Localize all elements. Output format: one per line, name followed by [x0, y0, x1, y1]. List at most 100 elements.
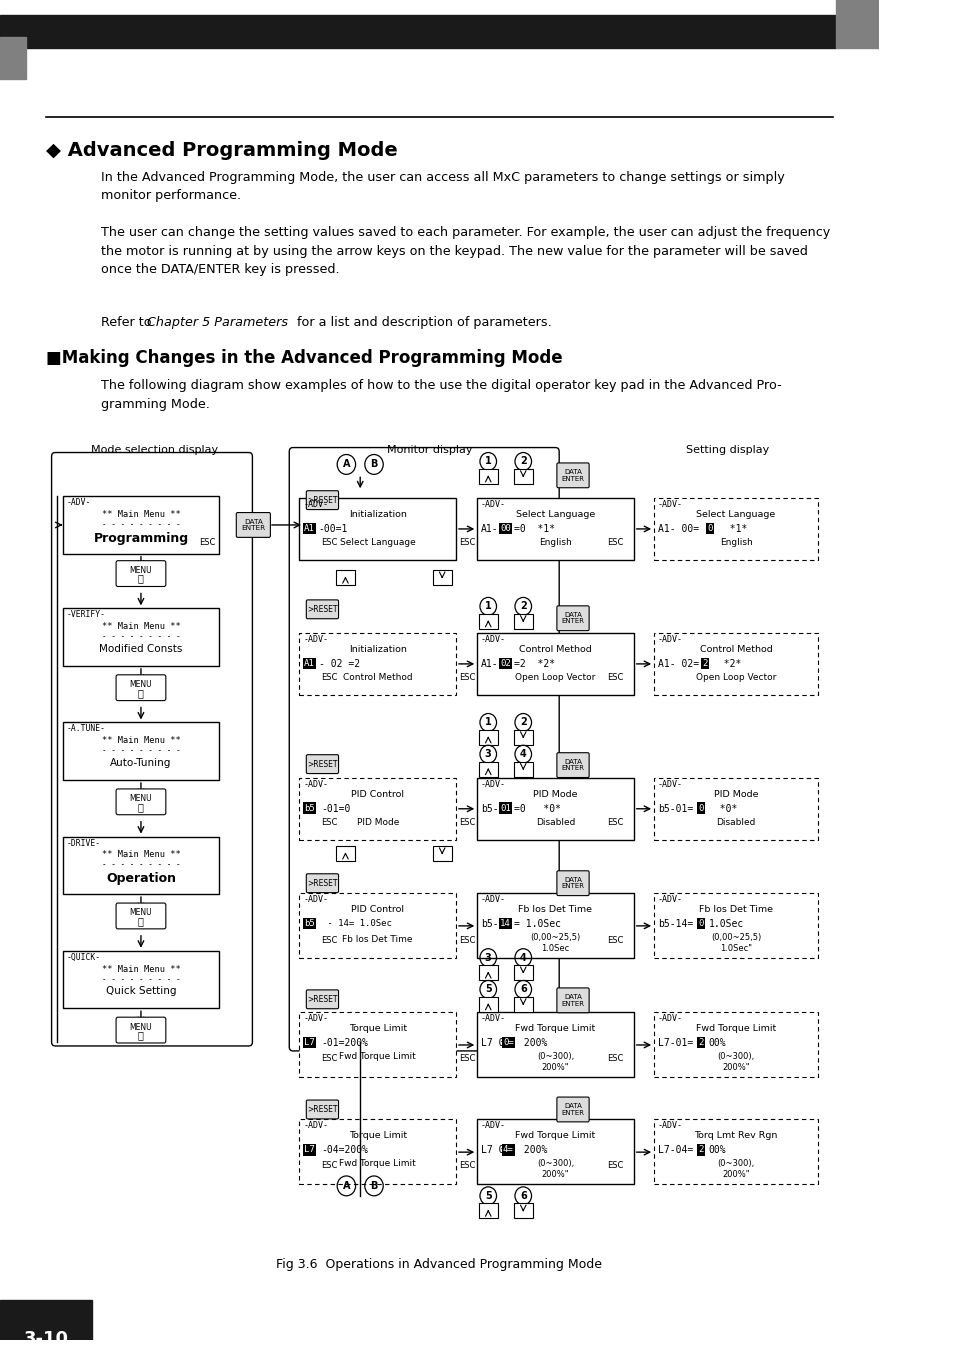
- FancyBboxPatch shape: [557, 988, 589, 1012]
- Text: b5-: b5-: [480, 803, 498, 814]
- Text: -ADV-: -ADV-: [303, 780, 328, 788]
- Text: 4: 4: [519, 749, 526, 759]
- Bar: [476, 778, 633, 840]
- Text: Mode selection display: Mode selection display: [91, 444, 218, 455]
- Text: 200%": 200%": [721, 1062, 749, 1072]
- Text: 1.0Sec": 1.0Sec": [720, 944, 751, 953]
- Text: - - - - - - - - -: - - - - - - - - -: [102, 632, 180, 641]
- Bar: [299, 1119, 456, 1184]
- Text: Torque Limit: Torque Limit: [348, 1025, 406, 1033]
- Text: -A.TUNE-: -A.TUNE-: [67, 725, 105, 733]
- Text: -ADV-: -ADV-: [480, 500, 505, 509]
- Text: ESC: ESC: [320, 1054, 336, 1062]
- FancyBboxPatch shape: [557, 871, 589, 895]
- Text: -DRIVE-: -DRIVE-: [67, 838, 100, 848]
- Text: >RESET: >RESET: [307, 1104, 337, 1114]
- Text: -ADV-: -ADV-: [657, 780, 682, 788]
- Text: 6: 6: [519, 984, 526, 995]
- Text: Initialization: Initialization: [349, 510, 406, 520]
- Text: L7: L7: [304, 1145, 314, 1154]
- Text: 1: 1: [484, 601, 491, 612]
- Text: 200%": 200%": [721, 1170, 749, 1179]
- Bar: [63, 497, 219, 554]
- Text: DATA
ENTER: DATA ENTER: [561, 759, 584, 771]
- Text: A1- 00=: A1- 00=: [657, 524, 699, 535]
- Text: ■Making Changes in the Advanced Programming Mode: ■Making Changes in the Advanced Programm…: [46, 350, 562, 367]
- Text: - - - - - - - - -: - - - - - - - - -: [102, 975, 180, 984]
- Text: (0~300),: (0~300),: [537, 1160, 574, 1168]
- Bar: [654, 1119, 817, 1184]
- Bar: [513, 468, 533, 483]
- Bar: [513, 730, 533, 745]
- Text: -ADV-: -ADV-: [657, 895, 682, 905]
- Bar: [299, 498, 456, 560]
- Text: Refer to: Refer to: [101, 316, 155, 328]
- Text: 200%": 200%": [541, 1062, 569, 1072]
- Text: 2: 2: [519, 456, 526, 467]
- Text: Open Loop Vector: Open Loop Vector: [515, 672, 595, 682]
- Bar: [0, 15, 836, 47]
- Text: for a list and description of parameters.: for a list and description of parameters…: [293, 316, 551, 328]
- Text: *0*: *0*: [708, 803, 737, 814]
- Text: (0,00~25,5): (0,00~25,5): [530, 933, 580, 942]
- Text: Torq Lmt Rev Rgn: Torq Lmt Rev Rgn: [694, 1131, 777, 1141]
- Bar: [299, 1012, 456, 1077]
- Text: Initialization: Initialization: [349, 645, 406, 653]
- FancyBboxPatch shape: [306, 1100, 338, 1119]
- Text: - - - - - - - - -: - - - - - - - - -: [102, 747, 180, 755]
- Text: 200%: 200%: [517, 1145, 546, 1156]
- Text: 1.0Sec: 1.0Sec: [540, 944, 569, 953]
- Text: ESC: ESC: [458, 818, 475, 826]
- Text: L7-04=: L7-04=: [657, 1145, 692, 1156]
- Text: 00%: 00%: [708, 1038, 725, 1048]
- Text: Monitor display: Monitor display: [387, 444, 473, 455]
- Text: 4: 4: [519, 953, 526, 963]
- FancyBboxPatch shape: [557, 463, 589, 487]
- Text: 1: 1: [484, 717, 491, 728]
- Text: L7-01=: L7-01=: [657, 1038, 692, 1048]
- Bar: [335, 846, 355, 861]
- Text: -VERIFY-: -VERIFY-: [67, 610, 105, 620]
- Bar: [476, 894, 633, 957]
- Text: ESC: ESC: [606, 672, 623, 682]
- Text: B: B: [370, 1181, 377, 1191]
- Text: 2: 2: [519, 717, 526, 728]
- Text: 5: 5: [484, 1191, 491, 1200]
- Bar: [432, 846, 452, 861]
- Text: ESC: ESC: [458, 936, 475, 945]
- Text: 200%": 200%": [541, 1170, 569, 1179]
- Text: =2  *2*: =2 *2*: [514, 659, 555, 670]
- Text: 0: 0: [698, 803, 703, 813]
- Bar: [432, 570, 452, 585]
- Text: -ADV-: -ADV-: [657, 1122, 682, 1130]
- Text: L7 0: L7 0: [480, 1145, 504, 1156]
- Bar: [478, 614, 497, 629]
- Text: A1: A1: [304, 659, 314, 668]
- Text: 2: 2: [519, 601, 526, 612]
- Text: A: A: [342, 459, 350, 470]
- Text: -ADV-: -ADV-: [480, 1014, 505, 1023]
- Text: ⎙: ⎙: [138, 915, 144, 926]
- Bar: [476, 1012, 633, 1077]
- FancyBboxPatch shape: [306, 599, 338, 618]
- Text: ESC: ESC: [458, 1054, 475, 1062]
- Text: 3-10: 3-10: [24, 1330, 69, 1347]
- Bar: [0, 1300, 92, 1339]
- Text: L7: L7: [304, 1038, 314, 1048]
- Text: Fwd Torque Limit: Fwd Torque Limit: [515, 1131, 595, 1141]
- Text: 02: 02: [499, 659, 511, 668]
- Bar: [654, 778, 817, 840]
- Text: -ADV-: -ADV-: [303, 895, 328, 905]
- Text: = 1.0Sec: = 1.0Sec: [514, 919, 560, 929]
- Bar: [299, 778, 456, 840]
- Bar: [476, 498, 633, 560]
- Text: 01: 01: [499, 803, 511, 813]
- Text: -ADV-: -ADV-: [480, 1122, 505, 1130]
- Bar: [513, 996, 533, 1011]
- Text: ⎙: ⎙: [138, 1030, 144, 1040]
- Text: 00%: 00%: [708, 1145, 725, 1156]
- Bar: [63, 837, 219, 894]
- Text: ** Main Menu **: ** Main Menu **: [101, 622, 180, 632]
- Text: (0~300),: (0~300),: [717, 1052, 754, 1061]
- Text: L7 0: L7 0: [480, 1038, 504, 1048]
